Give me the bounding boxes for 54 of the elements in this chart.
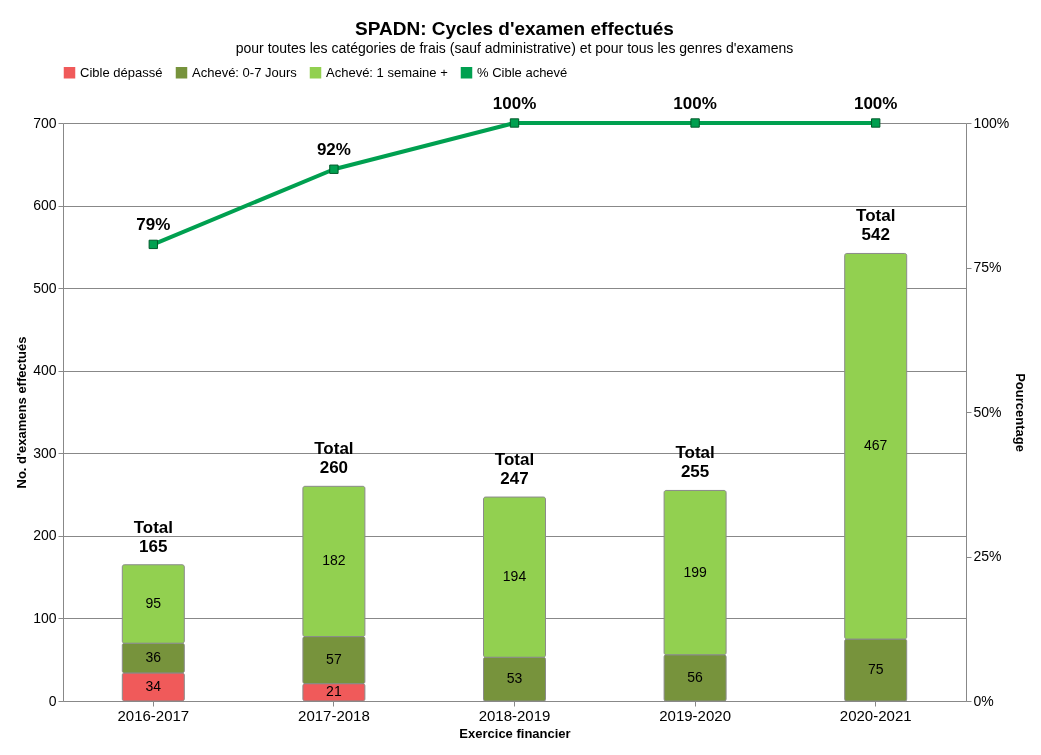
- y-tick-label: 600: [33, 197, 57, 214]
- data-label: 467: [864, 437, 888, 454]
- y-axis-title: No. d'examens effectués: [14, 336, 30, 489]
- y2-tick-label: 50%: [973, 403, 1002, 420]
- y-tick-label: 100: [33, 609, 57, 626]
- data-label: 75: [867, 661, 884, 678]
- data-label: 79%: [136, 215, 171, 235]
- y-tick-label: 300: [33, 444, 57, 461]
- y2-tick-label: 75%: [973, 259, 1002, 275]
- data-label: 100%: [853, 94, 898, 113]
- y2-tick-label: 0%: [973, 692, 994, 709]
- data-label: 57: [326, 651, 342, 668]
- y-tick-label: 200: [33, 527, 57, 544]
- y2-tick-label: 100%: [973, 114, 1010, 131]
- data-label: 182: [322, 552, 346, 569]
- total-label: Total 255: [675, 443, 715, 482]
- data-label: 194: [502, 568, 527, 585]
- point: [871, 118, 881, 128]
- data-label: 53: [506, 670, 523, 687]
- y-tick-label: 0: [48, 692, 57, 709]
- point: [509, 118, 520, 128]
- x-axis-title: Exercice financier: [459, 725, 571, 741]
- y-tick-label: 400: [33, 362, 57, 379]
- x-tick-label: 2016-2017: [117, 706, 190, 724]
- x-tick-label: 2020-2021: [839, 706, 912, 724]
- point: [329, 164, 339, 174]
- x-tick-label: 2017-2018: [298, 706, 370, 724]
- point: [690, 118, 700, 128]
- total-label: Total 165: [133, 517, 173, 556]
- chart-subtitle: pour toutes les catégories de frais (sauf administrative) et pour tous les genres d'examens: [235, 40, 794, 56]
- data-label: 21: [326, 683, 342, 700]
- y2-axis-title: Pourcentage: [1013, 373, 1029, 452]
- y2-tick-label: 25%: [973, 548, 1002, 564]
- data-label: 34: [145, 677, 162, 694]
- data-label: 100%: [492, 94, 537, 113]
- legend-label: % Cible achevé: [477, 64, 568, 80]
- y-tick-label: 500: [33, 279, 57, 296]
- data-label: 199: [683, 563, 707, 580]
- data-label: 36: [145, 649, 162, 666]
- chart-title: SPADN: Cycles d'examen effectués: [355, 18, 674, 39]
- total-label: Total 542: [856, 206, 896, 245]
- legend-label: Achevé: 1 semaine +: [326, 64, 448, 80]
- total-label: Total 260: [314, 439, 354, 478]
- x-tick-label: 2018-2019: [478, 706, 551, 724]
- data-label: 56: [687, 668, 704, 685]
- x-tick-label: 2019-2020: [659, 706, 731, 724]
- data-label: 95: [145, 594, 162, 611]
- data-label: 92%: [316, 140, 351, 160]
- point: [148, 239, 158, 250]
- y-tick-label: 700: [33, 114, 57, 131]
- data-label: 100%: [673, 94, 717, 113]
- legend-label: Cible dépassé: [80, 64, 163, 80]
- legend-label: Achevé: 0-7 Jours: [192, 64, 298, 80]
- total-label: Total 247: [494, 450, 535, 489]
